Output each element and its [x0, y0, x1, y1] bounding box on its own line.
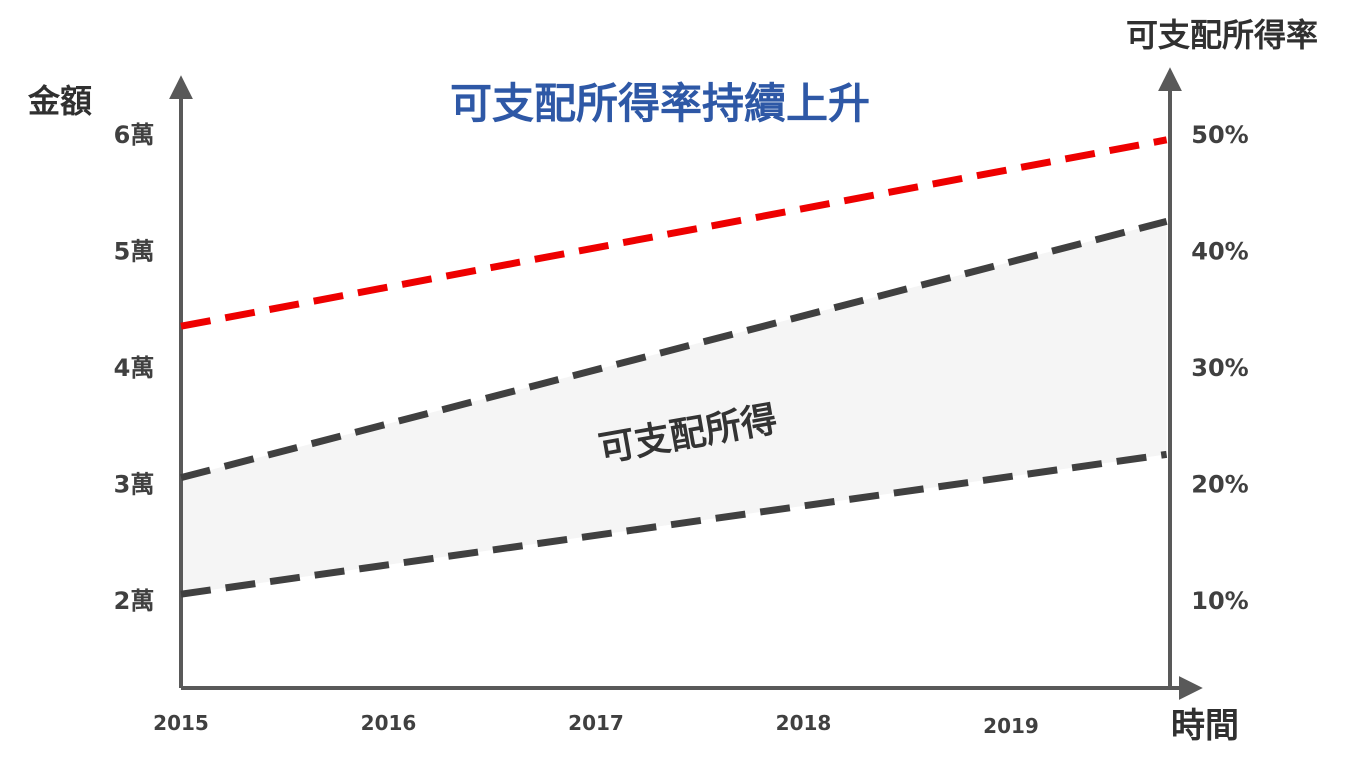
- chart-title: 可支配所得率持續上升: [450, 79, 870, 128]
- right-tick-label: 20%: [1191, 471, 1248, 499]
- right-tick-label: 40%: [1191, 238, 1248, 266]
- left-tick-label: 5萬: [114, 238, 155, 266]
- disposable-income-lower-line: [180, 450, 1168, 598]
- x-tick-labels: 2015 2016 2017 2018 2019: [153, 711, 1039, 738]
- right-tick-label: 10%: [1191, 587, 1248, 615]
- left-tick-label: 6萬: [114, 121, 155, 149]
- disposable-income-rate-line: [180, 136, 1168, 330]
- disposable-income-band: [181, 221, 1167, 595]
- disposable-income-upper-line: [180, 217, 1168, 482]
- x-tick-label: 2015: [153, 711, 209, 735]
- x-tick-label: 2019: [983, 714, 1039, 738]
- left-tick-label: 4萬: [114, 354, 155, 382]
- right-tick-label: 30%: [1191, 354, 1248, 382]
- right-tick-label: 50%: [1191, 121, 1248, 149]
- right-axis-title: 可支配所得率: [1126, 16, 1318, 54]
- left-tick-label: 2萬: [114, 587, 155, 615]
- x-tick-label: 2018: [776, 711, 832, 735]
- x-tick-label: 2017: [568, 711, 624, 735]
- left-tick-labels: 2萬 3萬 4萬 5萬 6萬: [114, 121, 155, 615]
- right-tick-labels: 10% 20% 30% 40% 50%: [1191, 121, 1248, 615]
- left-axis-title: 金額: [27, 82, 92, 120]
- x-axis-title: 時間: [1171, 706, 1239, 746]
- series-layer: [180, 136, 1168, 598]
- left-tick-label: 3萬: [114, 471, 155, 499]
- x-tick-label: 2016: [361, 711, 417, 735]
